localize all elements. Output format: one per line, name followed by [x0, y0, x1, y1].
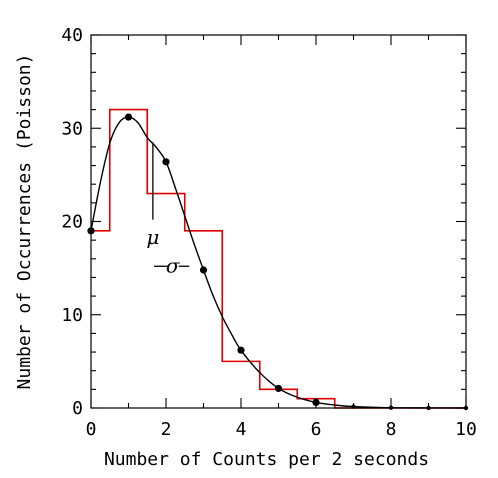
data-point: [199, 266, 208, 274]
data-point: [237, 346, 245, 354]
mu-label: μ: [146, 225, 159, 249]
y-tick-label: 10: [61, 305, 83, 326]
x-tick-label: 0: [86, 419, 97, 440]
histogram-layer: [91, 108, 466, 409]
ticks-layer: [90, 34, 467, 409]
data-point: [274, 384, 283, 393]
plot-frame: [90, 34, 467, 409]
x-axis-title: Number of Counts per 2 seconds: [104, 449, 429, 470]
x-tick-label: 6: [311, 419, 322, 440]
x-tick-label: 2: [161, 419, 172, 440]
histogram-step-line: [91, 108, 466, 409]
data-point: [162, 158, 170, 166]
data-point: [124, 113, 133, 121]
y-tick-label: 0: [72, 398, 83, 419]
x-tick-label: 8: [386, 419, 397, 440]
x-tick-label: 4: [236, 419, 247, 440]
x-tick-label: 10: [455, 419, 477, 440]
annotations-layer: μσ: [146, 142, 190, 277]
data-points-layer: [87, 113, 469, 411]
y-tick-label: 30: [61, 118, 83, 139]
tick-labels-layer: 0 2 4 6 8 10 0 10 20 30 40: [61, 25, 477, 440]
sigma-label: σ: [166, 253, 181, 277]
y-tick-label: 40: [61, 25, 83, 46]
y-tick-label: 20: [61, 212, 83, 233]
y-axis-title: Number of Occurrences (Poisson): [14, 54, 35, 390]
